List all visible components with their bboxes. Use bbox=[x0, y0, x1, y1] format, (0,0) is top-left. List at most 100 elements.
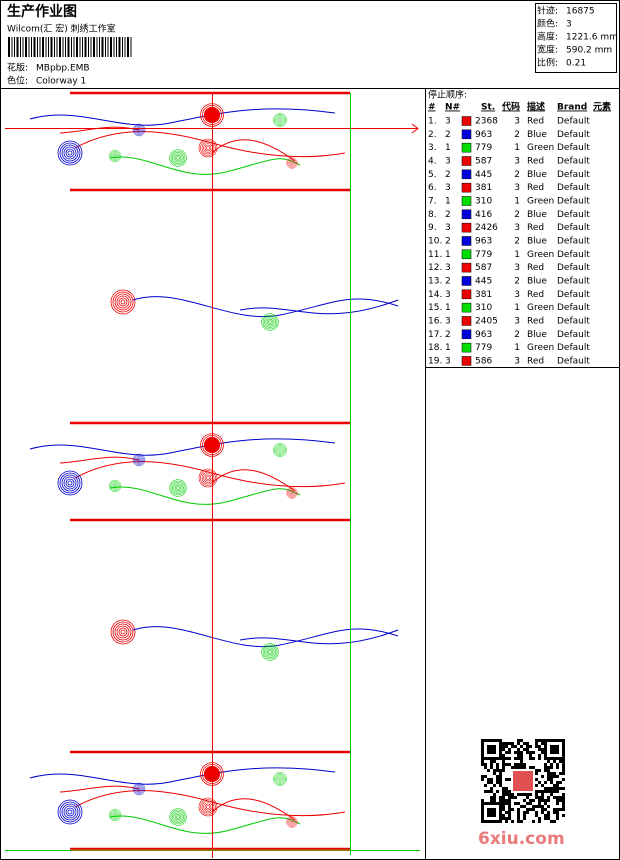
cell: Default bbox=[557, 143, 590, 153]
qr-cell bbox=[499, 784, 502, 787]
cell: 3 bbox=[445, 290, 451, 300]
qr-cell bbox=[559, 760, 562, 763]
qr-cell bbox=[562, 754, 565, 757]
qr-cell bbox=[544, 739, 547, 742]
qr-cell bbox=[562, 802, 565, 805]
bar bbox=[16, 37, 19, 57]
qr-cell bbox=[520, 766, 523, 769]
qr-cell bbox=[550, 793, 553, 796]
qr-cell bbox=[490, 748, 493, 751]
qr-cell bbox=[544, 763, 547, 766]
cell: 3 bbox=[445, 316, 451, 326]
qr-cell bbox=[553, 787, 556, 790]
cell: 11. bbox=[428, 250, 442, 260]
qr-cell bbox=[526, 793, 529, 796]
swatch bbox=[461, 302, 472, 313]
qr-cell bbox=[499, 814, 502, 817]
cell: 4. bbox=[428, 156, 437, 166]
qr-cell bbox=[553, 772, 556, 775]
qr-cell bbox=[502, 763, 505, 766]
qr-cell bbox=[484, 820, 487, 823]
qr-cell bbox=[553, 808, 556, 811]
cell: Red bbox=[527, 316, 544, 326]
cell: Red bbox=[527, 117, 544, 127]
qr-cell bbox=[526, 745, 529, 748]
qr-cell bbox=[553, 790, 556, 793]
cell: Red bbox=[527, 290, 544, 300]
bar bbox=[39, 37, 41, 57]
qr-cell bbox=[523, 814, 526, 817]
swatch bbox=[461, 142, 472, 153]
qr-cell bbox=[508, 763, 511, 766]
qr-cell bbox=[517, 742, 520, 745]
qr-cell bbox=[553, 775, 556, 778]
qr-cell bbox=[544, 802, 547, 805]
bar bbox=[82, 37, 83, 57]
cell: 10. bbox=[428, 236, 442, 246]
qr-cell bbox=[520, 793, 523, 796]
cell: Default bbox=[557, 130, 590, 140]
swatch bbox=[461, 276, 472, 286]
qr-cell bbox=[547, 760, 550, 763]
cell: Blue bbox=[527, 170, 547, 180]
cell: 3 bbox=[514, 316, 520, 326]
qr-cell bbox=[532, 805, 535, 808]
cell: 2405 bbox=[475, 316, 498, 326]
cell: Default bbox=[557, 210, 590, 220]
qr-cell bbox=[556, 748, 559, 751]
bar bbox=[124, 37, 126, 57]
qr-cell bbox=[499, 742, 502, 745]
qr-cell bbox=[556, 814, 559, 817]
qr-cell bbox=[505, 757, 508, 760]
qr-cell bbox=[490, 763, 493, 766]
qr-cell bbox=[496, 778, 499, 781]
qr-cell bbox=[505, 811, 508, 814]
design-label: 花版: bbox=[7, 62, 28, 74]
cell: 587 bbox=[475, 263, 492, 273]
qr-cell bbox=[490, 799, 493, 802]
qr-cell bbox=[562, 751, 565, 754]
cell: 2. bbox=[428, 130, 437, 140]
cell: 16. bbox=[428, 316, 442, 326]
qr-cell bbox=[562, 805, 565, 808]
qr-cell bbox=[526, 742, 529, 745]
qr-cell bbox=[487, 778, 490, 781]
cell: 310 bbox=[475, 303, 492, 313]
colorway-label: 色位: bbox=[7, 75, 28, 87]
qr-cell bbox=[526, 748, 529, 751]
qr-cell bbox=[505, 790, 508, 793]
qr-cell bbox=[502, 742, 505, 745]
qr-cell bbox=[535, 739, 538, 742]
qr-cell bbox=[544, 748, 547, 751]
qr-cell bbox=[535, 778, 538, 781]
qr-cell bbox=[496, 769, 499, 772]
qr-cell bbox=[517, 748, 520, 751]
cell: Green bbox=[527, 196, 554, 206]
cell: 779 bbox=[475, 343, 492, 353]
qr-cell bbox=[499, 811, 502, 814]
qr-cell bbox=[556, 799, 559, 802]
cell: Default bbox=[557, 356, 590, 366]
qr-cell bbox=[562, 772, 565, 775]
qr-cell bbox=[556, 739, 559, 742]
qr-cell bbox=[490, 814, 493, 817]
info-label: 宽度: bbox=[537, 44, 558, 56]
qr-cell bbox=[529, 802, 532, 805]
qr-cell bbox=[487, 790, 490, 793]
qr-cell bbox=[508, 742, 511, 745]
qr-cell bbox=[481, 763, 484, 766]
cell: 963 bbox=[475, 130, 492, 140]
qr-cell bbox=[553, 796, 556, 799]
cell: Green bbox=[527, 143, 554, 153]
qr-cell bbox=[553, 760, 556, 763]
qr-cell bbox=[508, 793, 511, 796]
qr-cell bbox=[547, 796, 550, 799]
qr-cell bbox=[520, 739, 523, 742]
cell: Blue bbox=[527, 236, 547, 246]
subtitle: Wilcom(汇 宏) 刺绣工作室 bbox=[7, 23, 116, 35]
swatch bbox=[461, 329, 472, 340]
qr-cell bbox=[559, 772, 562, 775]
qr-cell bbox=[499, 796, 502, 799]
qr-cell bbox=[541, 739, 544, 742]
qr-cell bbox=[550, 748, 553, 751]
